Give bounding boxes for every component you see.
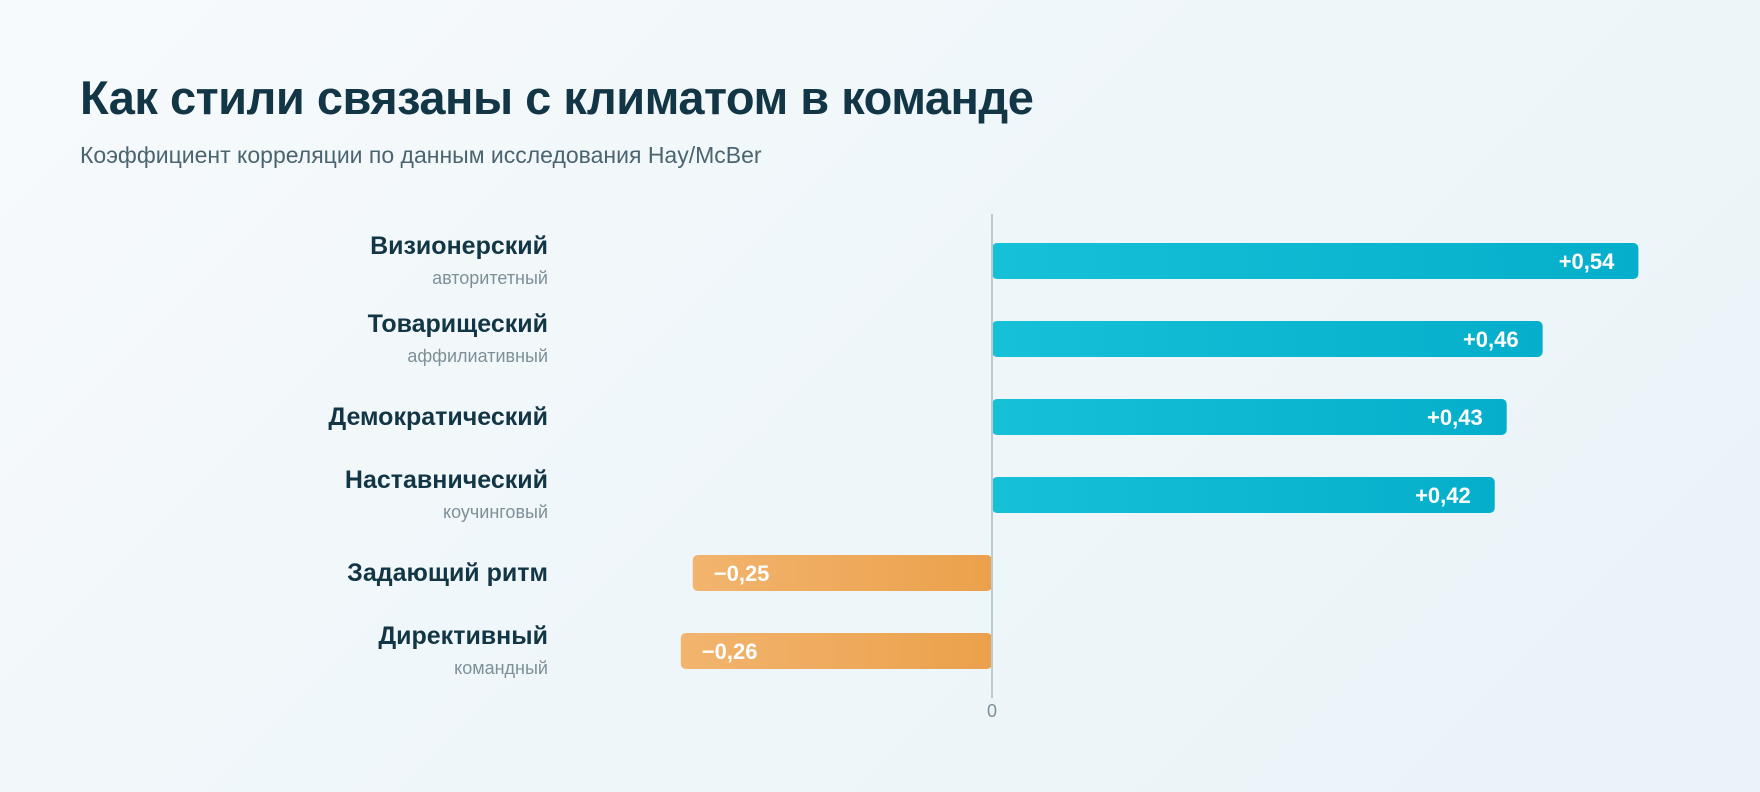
bar-value-label-6: −0,26	[702, 639, 758, 664]
bar-3	[992, 399, 1507, 435]
bar-6	[680, 633, 992, 669]
category-label-6: Директивный	[378, 622, 548, 650]
category-sublabel-1: авторитетный	[432, 268, 548, 288]
bar-value-label-5: −0,25	[714, 561, 770, 586]
category-label-2: Товарищеский	[368, 310, 548, 338]
bar-value-label-4: +0,42	[1415, 483, 1471, 508]
category-sublabel-4: коучинговый	[443, 502, 548, 522]
category-label-1: Визионерский	[370, 232, 548, 260]
bar-1	[992, 243, 1639, 279]
category-label-4: Наставнический	[345, 466, 548, 494]
bar-value-label-3: +0,43	[1427, 405, 1483, 430]
category-label-3: Демократический	[328, 403, 548, 431]
category-label-5: Задающий ритм	[347, 559, 548, 587]
category-sublabel-6: командный	[454, 658, 548, 678]
bar-value-label-2: +0,46	[1463, 327, 1519, 352]
chart-subtitle: Коэффициент корреляции по данным исследо…	[80, 142, 762, 168]
bar-4	[992, 477, 1495, 513]
zero-tick-label: 0	[987, 701, 997, 721]
category-sublabel-2: аффилиативный	[407, 346, 548, 366]
chart-title: Как стили связаны с климатом в команде	[80, 71, 1034, 124]
bar-value-label-1: +0,54	[1559, 249, 1615, 274]
bar-5	[692, 555, 992, 591]
bar-2	[992, 321, 1543, 357]
